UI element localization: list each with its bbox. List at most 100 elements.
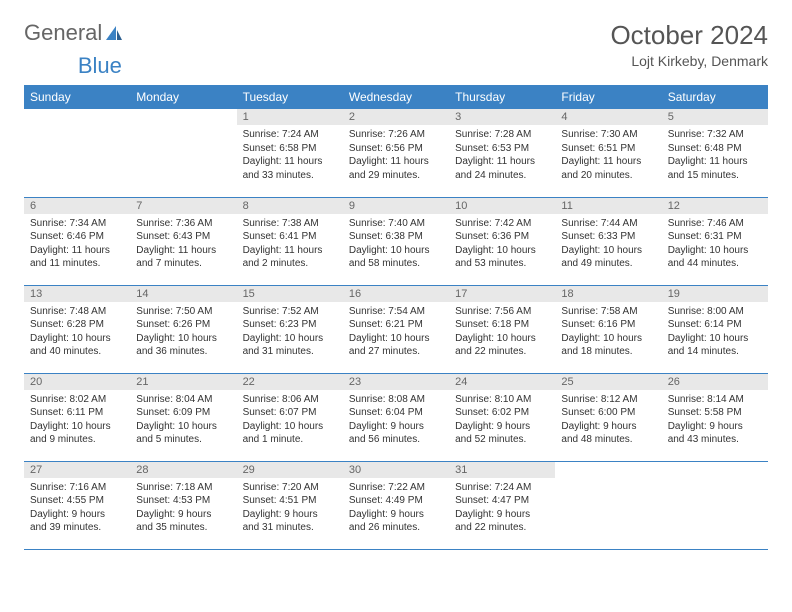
sunrise-text: Sunrise: 7:16 AM — [30, 481, 124, 495]
sunset-text: Sunset: 6:16 PM — [561, 318, 655, 332]
calendar-day-cell: 13Sunrise: 7:48 AMSunset: 6:28 PMDayligh… — [24, 285, 130, 373]
daylight-text: Daylight: 11 hours and 2 minutes. — [243, 244, 337, 271]
day-details: Sunrise: 8:06 AMSunset: 6:07 PMDaylight:… — [237, 390, 343, 451]
daylight-text: Daylight: 9 hours and 56 minutes. — [349, 420, 443, 447]
logo-text-general: General — [24, 20, 102, 46]
logo-sail-icon — [104, 24, 124, 42]
day-details: Sunrise: 7:34 AMSunset: 6:46 PMDaylight:… — [24, 214, 130, 275]
sunset-text: Sunset: 6:51 PM — [561, 142, 655, 156]
day-number: 27 — [24, 462, 130, 478]
page-title: October 2024 — [610, 20, 768, 51]
calendar-day-cell: 4Sunrise: 7:30 AMSunset: 6:51 PMDaylight… — [555, 109, 661, 197]
calendar-day-cell: 6Sunrise: 7:34 AMSunset: 6:46 PMDaylight… — [24, 197, 130, 285]
calendar-body: 1Sunrise: 7:24 AMSunset: 6:58 PMDaylight… — [24, 109, 768, 549]
sunset-text: Sunset: 6:11 PM — [30, 406, 124, 420]
day-details: Sunrise: 7:26 AMSunset: 6:56 PMDaylight:… — [343, 125, 449, 186]
daylight-text: Daylight: 10 hours and 9 minutes. — [30, 420, 124, 447]
calendar-day-cell — [555, 461, 661, 549]
day-details: Sunrise: 7:42 AMSunset: 6:36 PMDaylight:… — [449, 214, 555, 275]
daylight-text: Daylight: 10 hours and 31 minutes. — [243, 332, 337, 359]
sunset-text: Sunset: 6:23 PM — [243, 318, 337, 332]
daylight-text: Daylight: 10 hours and 22 minutes. — [455, 332, 549, 359]
daylight-text: Daylight: 9 hours and 39 minutes. — [30, 508, 124, 535]
sunrise-text: Sunrise: 8:00 AM — [668, 305, 762, 319]
daylight-text: Daylight: 11 hours and 29 minutes. — [349, 155, 443, 182]
day-number: 21 — [130, 374, 236, 390]
weekday-header: Sunday — [24, 85, 130, 109]
daylight-text: Daylight: 11 hours and 15 minutes. — [668, 155, 762, 182]
day-number: 17 — [449, 286, 555, 302]
day-number: 18 — [555, 286, 661, 302]
calendar-table: SundayMondayTuesdayWednesdayThursdayFrid… — [24, 85, 768, 550]
calendar-week-row: 1Sunrise: 7:24 AMSunset: 6:58 PMDaylight… — [24, 109, 768, 197]
sunset-text: Sunset: 4:55 PM — [30, 494, 124, 508]
weekday-header: Friday — [555, 85, 661, 109]
sunrise-text: Sunrise: 7:44 AM — [561, 217, 655, 231]
daylight-text: Daylight: 9 hours and 48 minutes. — [561, 420, 655, 447]
day-details: Sunrise: 7:46 AMSunset: 6:31 PMDaylight:… — [662, 214, 768, 275]
day-number: 15 — [237, 286, 343, 302]
sunrise-text: Sunrise: 7:52 AM — [243, 305, 337, 319]
sunrise-text: Sunrise: 7:26 AM — [349, 128, 443, 142]
day-details: Sunrise: 7:24 AMSunset: 4:47 PMDaylight:… — [449, 478, 555, 539]
sunset-text: Sunset: 6:33 PM — [561, 230, 655, 244]
sunset-text: Sunset: 6:48 PM — [668, 142, 762, 156]
sunrise-text: Sunrise: 7:28 AM — [455, 128, 549, 142]
daylight-text: Daylight: 10 hours and 40 minutes. — [30, 332, 124, 359]
sunset-text: Sunset: 6:02 PM — [455, 406, 549, 420]
calendar-day-cell: 11Sunrise: 7:44 AMSunset: 6:33 PMDayligh… — [555, 197, 661, 285]
calendar-day-cell: 9Sunrise: 7:40 AMSunset: 6:38 PMDaylight… — [343, 197, 449, 285]
day-details: Sunrise: 8:00 AMSunset: 6:14 PMDaylight:… — [662, 302, 768, 363]
day-details: Sunrise: 8:10 AMSunset: 6:02 PMDaylight:… — [449, 390, 555, 451]
daylight-text: Daylight: 11 hours and 20 minutes. — [561, 155, 655, 182]
sunset-text: Sunset: 6:58 PM — [243, 142, 337, 156]
calendar-day-cell: 10Sunrise: 7:42 AMSunset: 6:36 PMDayligh… — [449, 197, 555, 285]
day-number: 8 — [237, 198, 343, 214]
logo-text-blue: Blue — [78, 53, 122, 78]
day-details: Sunrise: 7:28 AMSunset: 6:53 PMDaylight:… — [449, 125, 555, 186]
day-details: Sunrise: 7:16 AMSunset: 4:55 PMDaylight:… — [24, 478, 130, 539]
daylight-text: Daylight: 9 hours and 52 minutes. — [455, 420, 549, 447]
sunrise-text: Sunrise: 7:48 AM — [30, 305, 124, 319]
day-number: 22 — [237, 374, 343, 390]
sunrise-text: Sunrise: 8:12 AM — [561, 393, 655, 407]
calendar-day-cell: 16Sunrise: 7:54 AMSunset: 6:21 PMDayligh… — [343, 285, 449, 373]
sunrise-text: Sunrise: 7:54 AM — [349, 305, 443, 319]
day-number: 23 — [343, 374, 449, 390]
sunrise-text: Sunrise: 7:32 AM — [668, 128, 762, 142]
day-details: Sunrise: 7:36 AMSunset: 6:43 PMDaylight:… — [130, 214, 236, 275]
day-details: Sunrise: 8:08 AMSunset: 6:04 PMDaylight:… — [343, 390, 449, 451]
sunrise-text: Sunrise: 7:38 AM — [243, 217, 337, 231]
sunset-text: Sunset: 5:58 PM — [668, 406, 762, 420]
daylight-text: Daylight: 10 hours and 53 minutes. — [455, 244, 549, 271]
day-details: Sunrise: 8:14 AMSunset: 5:58 PMDaylight:… — [662, 390, 768, 451]
calendar-day-cell: 2Sunrise: 7:26 AMSunset: 6:56 PMDaylight… — [343, 109, 449, 197]
sunrise-text: Sunrise: 8:14 AM — [668, 393, 762, 407]
day-number: 30 — [343, 462, 449, 478]
day-details: Sunrise: 8:04 AMSunset: 6:09 PMDaylight:… — [130, 390, 236, 451]
calendar-week-row: 27Sunrise: 7:16 AMSunset: 4:55 PMDayligh… — [24, 461, 768, 549]
calendar-day-cell: 5Sunrise: 7:32 AMSunset: 6:48 PMDaylight… — [662, 109, 768, 197]
sunset-text: Sunset: 4:53 PM — [136, 494, 230, 508]
sunset-text: Sunset: 6:53 PM — [455, 142, 549, 156]
daylight-text: Daylight: 10 hours and 58 minutes. — [349, 244, 443, 271]
sunrise-text: Sunrise: 8:06 AM — [243, 393, 337, 407]
day-number: 12 — [662, 198, 768, 214]
calendar-day-cell: 15Sunrise: 7:52 AMSunset: 6:23 PMDayligh… — [237, 285, 343, 373]
sunset-text: Sunset: 6:14 PM — [668, 318, 762, 332]
weekday-header: Thursday — [449, 85, 555, 109]
day-number: 26 — [662, 374, 768, 390]
calendar-day-cell — [24, 109, 130, 197]
day-number: 3 — [449, 109, 555, 125]
day-number: 10 — [449, 198, 555, 214]
sunset-text: Sunset: 6:04 PM — [349, 406, 443, 420]
day-details: Sunrise: 7:38 AMSunset: 6:41 PMDaylight:… — [237, 214, 343, 275]
day-details: Sunrise: 7:56 AMSunset: 6:18 PMDaylight:… — [449, 302, 555, 363]
day-details: Sunrise: 7:48 AMSunset: 6:28 PMDaylight:… — [24, 302, 130, 363]
calendar-day-cell: 23Sunrise: 8:08 AMSunset: 6:04 PMDayligh… — [343, 373, 449, 461]
day-number: 1 — [237, 109, 343, 125]
day-details: Sunrise: 7:52 AMSunset: 6:23 PMDaylight:… — [237, 302, 343, 363]
day-number: 24 — [449, 374, 555, 390]
calendar-day-cell: 30Sunrise: 7:22 AMSunset: 4:49 PMDayligh… — [343, 461, 449, 549]
sunrise-text: Sunrise: 7:42 AM — [455, 217, 549, 231]
